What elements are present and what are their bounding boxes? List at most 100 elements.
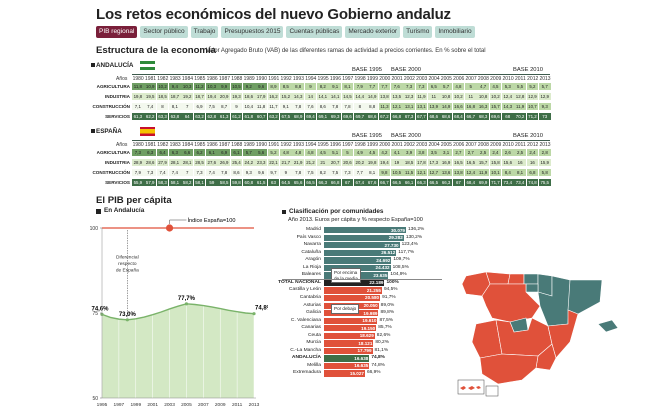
year-label: 2008 (477, 76, 489, 82)
table-cell: 7,3 (132, 149, 144, 156)
ccaa-label: Cataluña (301, 249, 321, 255)
table-cell: 6,9 (193, 103, 206, 110)
year-label: 2003 (416, 142, 428, 148)
year-label: 2007 (465, 76, 477, 82)
table-cell: 28,1 (181, 159, 194, 166)
ccaa-value: 16.635 (354, 363, 369, 369)
pib-point-label: 74,6% (91, 306, 109, 312)
ccaa-bar (324, 340, 374, 347)
ccaa-value: 24.692 (376, 257, 391, 263)
table-cell: 9,2 (242, 83, 255, 90)
table-cell: 66,8 (390, 113, 403, 120)
table-cell: 11,7 (267, 103, 280, 110)
table-cell: 16,6 (452, 103, 465, 110)
tab-pib-regional[interactable]: PIB regional (96, 26, 138, 38)
table-cell: 7,1 (132, 103, 144, 110)
table-cell: 11 (427, 93, 440, 100)
y-tick-label: 100 (90, 226, 98, 232)
table-cell: 13,1 (415, 103, 428, 110)
row-label: INDUSTRIA (104, 94, 130, 99)
row-label: AGRICULTURA (96, 84, 130, 89)
table-cell: 10,4 (242, 103, 255, 110)
table-cell: 7,3 (415, 83, 428, 90)
table-cell: 58,3 (156, 179, 169, 186)
base-label: BASE 1995 (352, 133, 382, 139)
tab-trabajo[interactable]: Trabajo (190, 26, 219, 38)
tab-mercado-exterior[interactable]: Mercado exterior (345, 26, 401, 38)
ccaa-value: 19.610 (362, 318, 377, 324)
divider (282, 279, 442, 280)
base-label: BASE 2000 (391, 133, 421, 139)
ccaa-index: 109,7% (393, 257, 410, 263)
table-cell: 13,1 (403, 103, 415, 110)
table-cell: 68,4 (464, 179, 477, 186)
table-cell: 5,3 (501, 83, 514, 90)
table-cell: 11,9 (477, 169, 489, 176)
tab-sector-p-blico[interactable]: Sector público (140, 26, 188, 38)
years-label: Años (116, 142, 128, 148)
table-cell: 20,9 (218, 93, 231, 100)
ccaa-value: 18.121 (358, 340, 373, 346)
ccaa-index: 108,5% (392, 264, 409, 270)
tab-inmobiliario[interactable]: Inmobiliario (435, 26, 475, 38)
table-cell: 57,9 (144, 179, 157, 186)
ccaa-value: 24.432 (375, 265, 390, 271)
ccaa-label: C. Valenciana (290, 317, 321, 323)
table-cell: 4,8 (292, 149, 304, 156)
map-regions (457, 271, 619, 397)
table-cell: 15,8 (489, 159, 502, 166)
tab-turismo[interactable]: Turismo (403, 26, 433, 38)
table-cell: 11,9 (514, 103, 526, 110)
table-cell: 13,9 (427, 103, 440, 110)
tab-cuentas-p-blicas[interactable]: Cuentas públicas (286, 26, 343, 38)
table-cell: 14,1 (316, 93, 329, 100)
table-cell: 66,8 (329, 179, 341, 186)
ccaa-index: 74,8% (371, 355, 385, 361)
year-label: 2010 (502, 76, 514, 82)
table-cell: 5 (464, 83, 477, 90)
year-label: 1990 (255, 142, 268, 148)
table-cell: 67,2 (378, 113, 391, 120)
vab-subtitle: Valor Agregado Bruto (VAB) de las difere… (206, 48, 486, 54)
year-label: 1984 (181, 76, 194, 82)
table-cell: 7,3 (193, 169, 206, 176)
table-cell: 16,5 (452, 159, 465, 166)
table-cell: 8,1 (514, 169, 526, 176)
table-cell: 7,4 (156, 169, 169, 176)
table-cell: 16,2 (267, 93, 280, 100)
table-cell: 14 (304, 93, 317, 100)
table-cell: 61,8 (242, 113, 255, 120)
table-cell: 26,9 (218, 159, 231, 166)
table-cell: 12,1 (390, 103, 403, 110)
table-cell: 10,5 (390, 169, 403, 176)
year-label: 1982 (157, 142, 169, 148)
year-label: 1983 (169, 76, 181, 82)
table-cell: 6,1 (230, 149, 243, 156)
table-cell: 11,3 (378, 103, 391, 110)
ccaa-value: 17.799 (357, 348, 372, 354)
ccaa-index: 100% (386, 279, 399, 285)
table-cell: 66,7 (378, 179, 391, 186)
pib-point-label: 73,0% (119, 312, 137, 318)
spain-map (457, 271, 619, 397)
map-andalucia (479, 353, 539, 385)
reference-label: Índice España=100 (187, 217, 235, 224)
table-cell: 7,4 (144, 103, 157, 110)
year-label: 2002 (403, 76, 415, 82)
year-label: 1991 (268, 142, 280, 148)
ccaa-index: 82,6% (376, 332, 391, 338)
table-cell: 6,1 (205, 149, 218, 156)
year-label: 2013 (539, 142, 551, 148)
pib-annotation: de España (116, 268, 139, 274)
table-cell: 14,1 (329, 93, 341, 100)
table-cell: 23,3 (255, 159, 268, 166)
table-cell: 8 (353, 103, 366, 110)
table-cell: 6,8 (526, 169, 539, 176)
tab-presupuestos-2015[interactable]: Presupuestos 2015 (221, 26, 284, 38)
ccaa-bar (324, 317, 378, 324)
map-canarias (460, 386, 481, 390)
table-cell: 9,1 (329, 83, 341, 90)
table-cell: 15,6 (501, 159, 514, 166)
x-tick-label: 1999 (130, 402, 141, 408)
table-cell: 6,2 (193, 149, 206, 156)
